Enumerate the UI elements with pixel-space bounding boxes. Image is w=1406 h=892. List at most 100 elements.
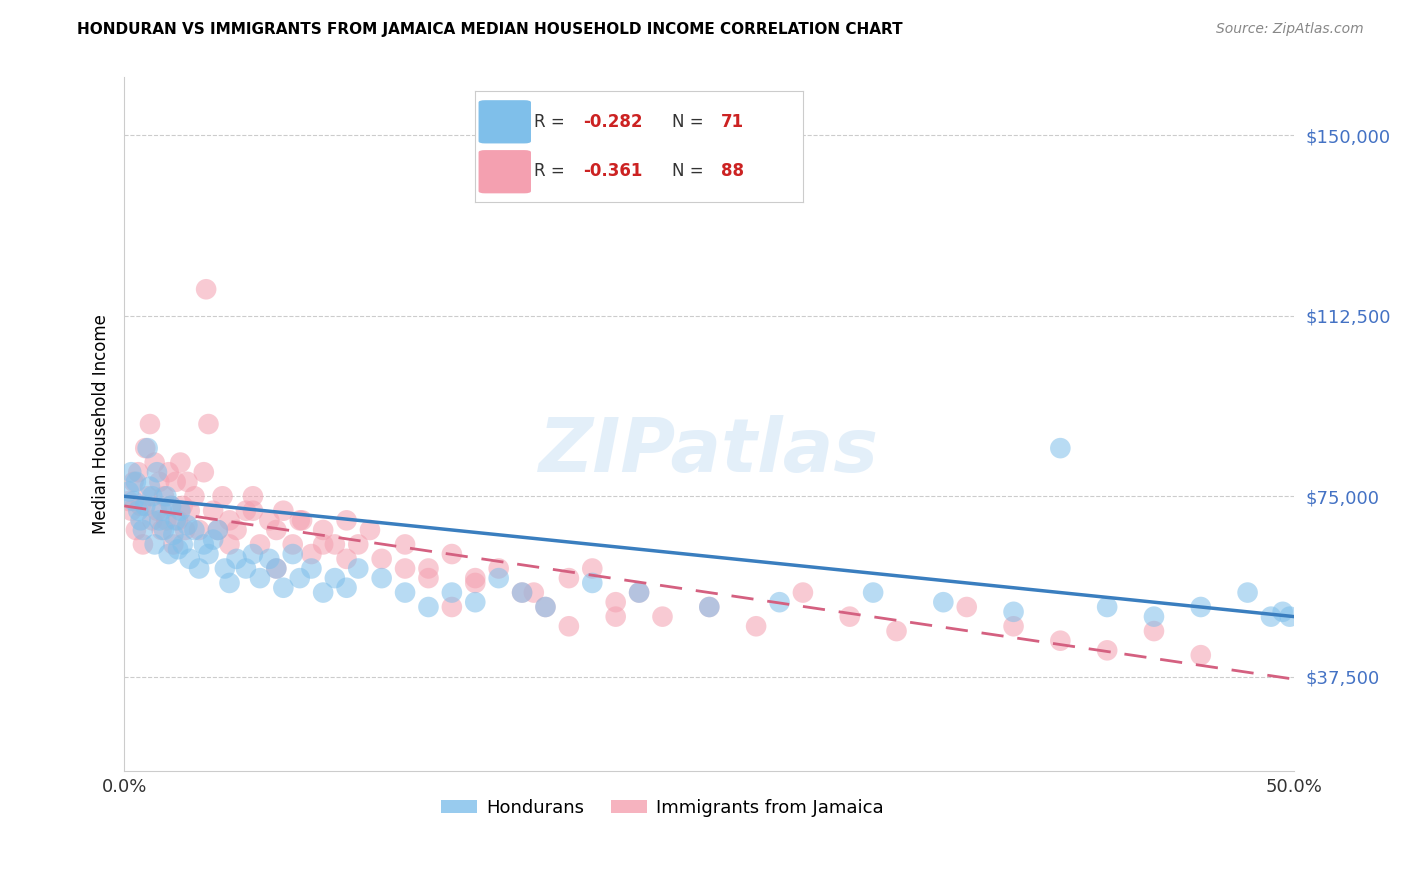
Point xyxy=(1143,609,1166,624)
Point xyxy=(370,552,392,566)
Point xyxy=(118,484,141,499)
Point xyxy=(136,489,159,503)
Point xyxy=(605,595,627,609)
Point xyxy=(148,513,170,527)
Point xyxy=(155,513,177,527)
Point xyxy=(558,619,581,633)
Point xyxy=(266,561,288,575)
Point xyxy=(146,504,169,518)
Text: ZIPatlas: ZIPatlas xyxy=(540,416,879,488)
Point xyxy=(188,523,211,537)
Point xyxy=(488,571,510,585)
Point xyxy=(1271,605,1294,619)
Point xyxy=(143,537,166,551)
Point xyxy=(370,571,392,585)
Point xyxy=(534,600,557,615)
Point xyxy=(418,561,440,575)
Point xyxy=(886,624,908,638)
Point xyxy=(249,537,271,551)
Point xyxy=(1143,624,1166,638)
Point xyxy=(218,513,240,527)
Point xyxy=(127,504,149,518)
Point xyxy=(235,504,257,518)
Point xyxy=(150,504,173,518)
Point xyxy=(697,600,720,615)
Y-axis label: Median Household Income: Median Household Income xyxy=(93,314,110,534)
Point xyxy=(312,537,335,551)
Point xyxy=(155,489,177,503)
Point xyxy=(558,571,581,585)
Point xyxy=(125,475,148,489)
Point xyxy=(162,537,184,551)
Point xyxy=(335,581,357,595)
Point xyxy=(153,489,176,503)
Point xyxy=(510,585,533,599)
Point xyxy=(169,456,191,470)
Point xyxy=(523,585,546,599)
Point xyxy=(139,480,162,494)
Point xyxy=(125,523,148,537)
Point xyxy=(838,609,860,624)
Point xyxy=(581,561,603,575)
Point xyxy=(165,475,187,489)
Point xyxy=(440,600,463,615)
Point xyxy=(312,523,335,537)
Point xyxy=(139,417,162,431)
Point xyxy=(160,499,183,513)
Point xyxy=(1049,633,1071,648)
Point xyxy=(956,600,979,615)
Point xyxy=(628,585,651,599)
Point xyxy=(172,499,194,513)
Point xyxy=(534,600,557,615)
Legend: Hondurans, Immigrants from Jamaica: Hondurans, Immigrants from Jamaica xyxy=(434,791,891,824)
Point xyxy=(1095,600,1118,615)
Point xyxy=(242,547,264,561)
Point xyxy=(301,547,323,561)
Point xyxy=(1049,441,1071,455)
Point xyxy=(273,504,295,518)
Point xyxy=(932,595,955,609)
Point xyxy=(235,561,257,575)
Point xyxy=(242,489,264,503)
Point xyxy=(1002,605,1025,619)
Point xyxy=(211,489,233,503)
Point xyxy=(183,523,205,537)
Point xyxy=(207,523,229,537)
Point xyxy=(134,499,156,513)
Text: HONDURAN VS IMMIGRANTS FROM JAMAICA MEDIAN HOUSEHOLD INCOME CORRELATION CHART: HONDURAN VS IMMIGRANTS FROM JAMAICA MEDI… xyxy=(77,22,903,37)
Point xyxy=(202,533,225,547)
Point xyxy=(394,561,416,575)
Point xyxy=(129,499,152,513)
Point xyxy=(510,585,533,599)
Point xyxy=(165,513,187,527)
Point xyxy=(1189,648,1212,662)
Point xyxy=(122,494,145,508)
Point xyxy=(197,547,219,561)
Point xyxy=(291,513,314,527)
Point xyxy=(418,600,440,615)
Point xyxy=(697,600,720,615)
Point xyxy=(281,547,304,561)
Point xyxy=(323,571,346,585)
Point xyxy=(120,465,142,479)
Point xyxy=(129,513,152,527)
Point xyxy=(281,537,304,551)
Point xyxy=(157,465,180,479)
Point xyxy=(132,523,155,537)
Point xyxy=(148,475,170,489)
Point xyxy=(176,475,198,489)
Point xyxy=(122,475,145,489)
Point xyxy=(605,609,627,624)
Point xyxy=(143,456,166,470)
Point xyxy=(207,523,229,537)
Point xyxy=(225,523,247,537)
Point xyxy=(651,609,673,624)
Point xyxy=(862,585,884,599)
Point xyxy=(359,523,381,537)
Point xyxy=(179,552,201,566)
Point xyxy=(464,576,486,591)
Point xyxy=(167,542,190,557)
Point xyxy=(628,585,651,599)
Point xyxy=(218,537,240,551)
Point xyxy=(146,465,169,479)
